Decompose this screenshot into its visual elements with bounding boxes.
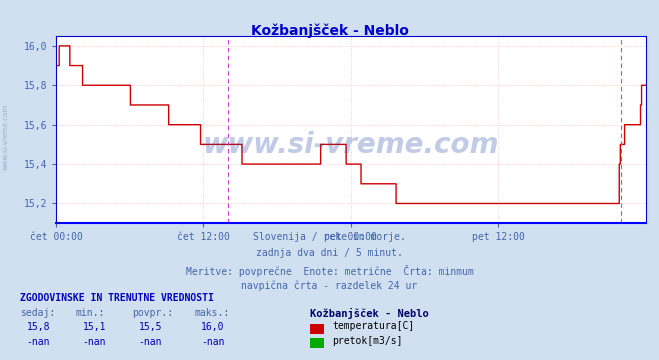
Text: -nan: -nan (82, 337, 106, 347)
Text: Meritve: povprečne  Enote: metrične  Črta: minmum: Meritve: povprečne Enote: metrične Črta:… (186, 265, 473, 276)
Text: www.si-vreme.com: www.si-vreme.com (2, 104, 9, 170)
Text: 16,0: 16,0 (201, 322, 225, 332)
Text: zadnja dva dni / 5 minut.: zadnja dva dni / 5 minut. (256, 248, 403, 258)
Text: -nan: -nan (138, 337, 162, 347)
Text: pretok[m3/s]: pretok[m3/s] (332, 336, 403, 346)
Text: navpična črta - razdelek 24 ur: navpična črta - razdelek 24 ur (241, 281, 418, 291)
Text: sedaj:: sedaj: (20, 308, 55, 318)
Text: -nan: -nan (26, 337, 50, 347)
Text: Kožbanjšček - Neblo: Kožbanjšček - Neblo (250, 23, 409, 38)
Text: povpr.:: povpr.: (132, 308, 173, 318)
Text: ZGODOVINSKE IN TRENUTNE VREDNOSTI: ZGODOVINSKE IN TRENUTNE VREDNOSTI (20, 293, 214, 303)
Text: www.si-vreme.com: www.si-vreme.com (203, 131, 499, 158)
Text: temperatura[C]: temperatura[C] (332, 321, 415, 331)
Text: -nan: -nan (201, 337, 225, 347)
Text: min.:: min.: (76, 308, 105, 318)
Text: maks.:: maks.: (194, 308, 229, 318)
Text: 15,5: 15,5 (138, 322, 162, 332)
Text: 15,1: 15,1 (82, 322, 106, 332)
Text: 15,8: 15,8 (26, 322, 50, 332)
Text: Slovenija / reke in morje.: Slovenija / reke in morje. (253, 232, 406, 242)
Text: Kožbanjšček - Neblo: Kožbanjšček - Neblo (310, 308, 428, 319)
